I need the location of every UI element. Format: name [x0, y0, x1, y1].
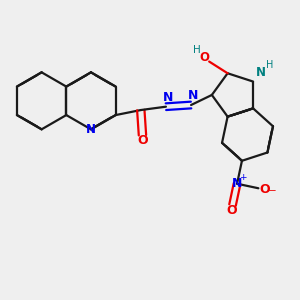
Text: H: H: [266, 60, 274, 70]
Text: N: N: [162, 91, 173, 104]
Text: N: N: [188, 89, 198, 102]
Text: O: O: [137, 134, 148, 147]
Text: N: N: [256, 66, 266, 79]
Text: O: O: [226, 204, 237, 218]
Text: H: H: [193, 45, 200, 55]
Text: −: −: [268, 186, 277, 196]
Text: N: N: [86, 124, 96, 136]
Text: N: N: [232, 177, 242, 190]
Text: O: O: [259, 183, 270, 196]
Text: +: +: [239, 173, 247, 182]
Text: O: O: [199, 51, 209, 64]
